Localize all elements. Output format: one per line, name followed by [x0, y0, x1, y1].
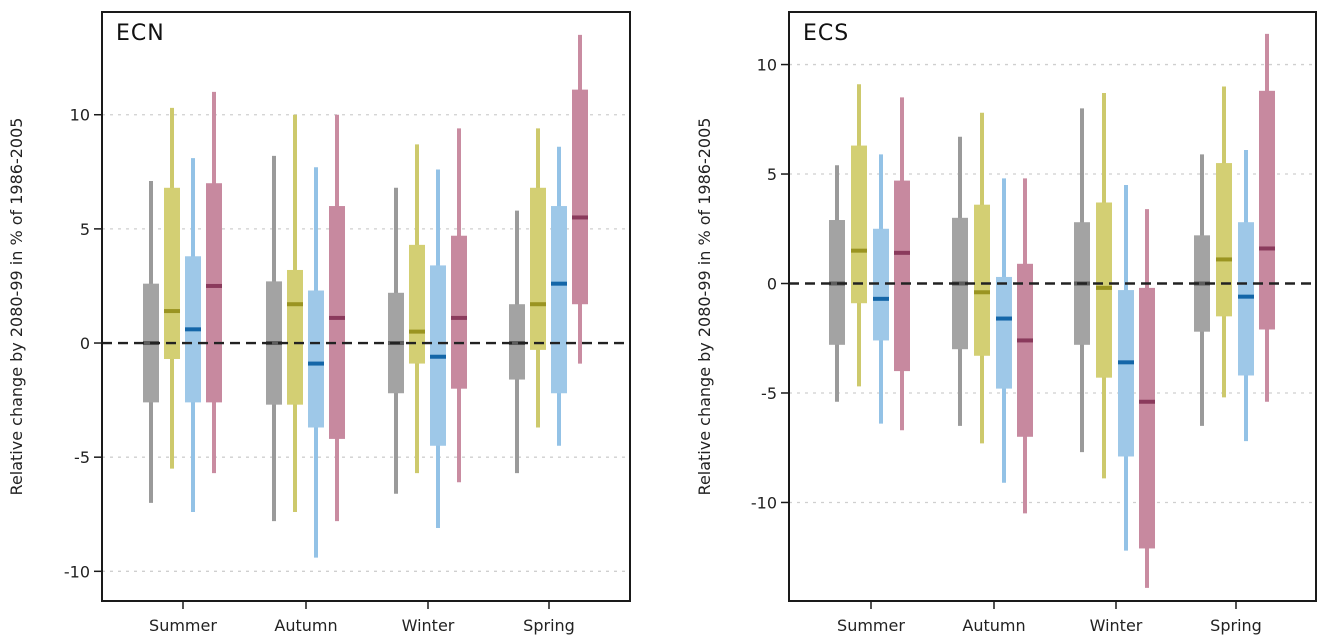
box: [996, 276, 1012, 389]
y-tick-label: -5: [761, 384, 777, 403]
box: [1216, 163, 1232, 317]
box: [551, 206, 567, 394]
x-tick-label: Autumn: [962, 616, 1025, 635]
box: [164, 187, 180, 360]
x-tick-label: Spring: [1210, 616, 1262, 635]
box: [308, 290, 324, 428]
y-tick-label: 0: [767, 275, 777, 294]
box: [873, 228, 889, 341]
y-tick-label: 5: [80, 220, 90, 239]
panel-title: ECS: [803, 21, 849, 46]
y-axis-label: Relative change by 2080-99 in % of 1986-…: [695, 118, 714, 496]
box: [530, 187, 546, 350]
x-tick-label: Winter: [402, 616, 455, 635]
x-tick-label: Spring: [523, 616, 575, 635]
box: [1017, 263, 1033, 437]
chart-panel-ecn: -10 -5 0 5 10 Summer Autumn Winter Spring ECN Rela…: [7, 11, 631, 635]
plot-frame: [788, 11, 1317, 602]
y-axis-label: Relative change by 2080-99 in % of 1986-…: [7, 118, 26, 496]
y-tick-label: 10: [757, 56, 777, 75]
box: [206, 183, 222, 403]
box: [572, 89, 588, 305]
box: [1238, 222, 1254, 376]
y-tick-label: 10: [70, 106, 90, 125]
box: [1096, 202, 1112, 378]
y-tick-label: -10: [751, 493, 777, 512]
box: [1139, 287, 1155, 549]
box: [851, 145, 867, 304]
box: [894, 180, 910, 372]
x-tick-label: Autumn: [274, 616, 337, 635]
box: [1118, 290, 1134, 457]
y-tick-label: -5: [74, 448, 90, 467]
box: [409, 244, 425, 364]
box: [329, 206, 345, 439]
chart-panel-ecs: -10 -5 0 5 10 Summer Autumn Winter Spring ECS Rela…: [695, 11, 1317, 635]
box: [287, 269, 303, 405]
x-tick-label: Winter: [1090, 616, 1143, 635]
x-tick-label: Summer: [837, 616, 905, 635]
box: [974, 204, 990, 356]
panel-title: ECN: [116, 21, 165, 46]
box: [451, 235, 467, 389]
plot-frame: [101, 11, 631, 602]
y-tick-label: 5: [767, 165, 777, 184]
x-tick-label: Summer: [149, 616, 217, 635]
y-tick-label: 0: [80, 334, 90, 353]
y-tick-label: -10: [64, 562, 90, 581]
box: [1259, 90, 1275, 330]
